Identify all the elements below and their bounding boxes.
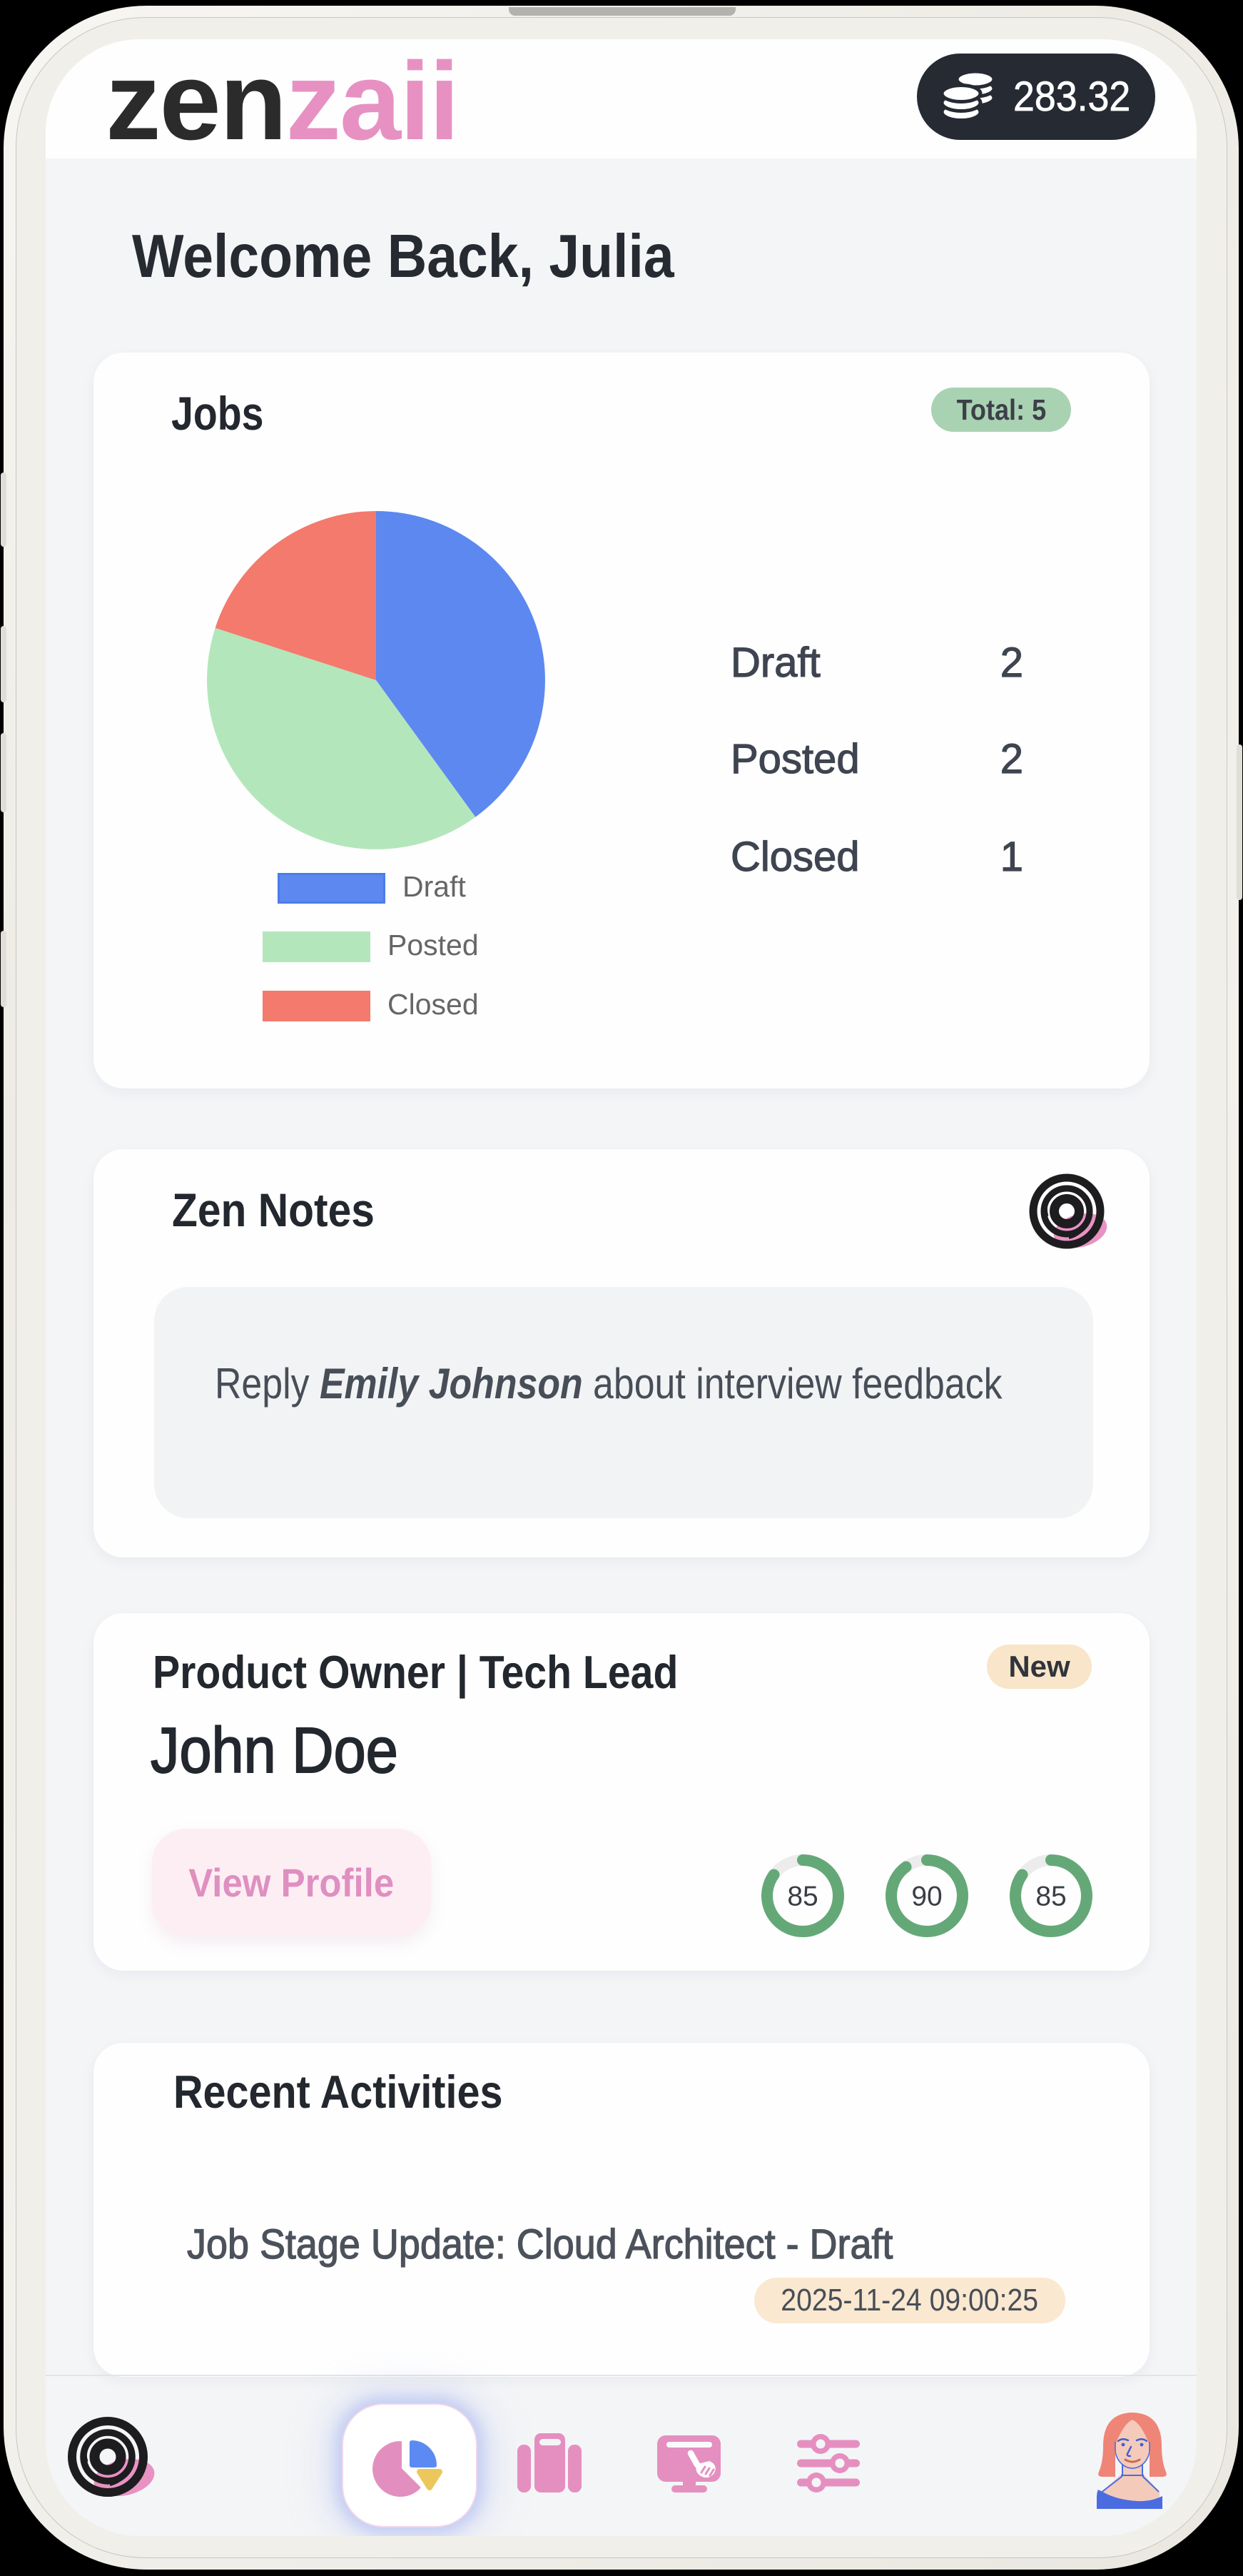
svg-text:90: 90 — [911, 1882, 942, 1912]
svg-text:85: 85 — [787, 1882, 818, 1912]
svg-text:85: 85 — [1035, 1882, 1066, 1912]
